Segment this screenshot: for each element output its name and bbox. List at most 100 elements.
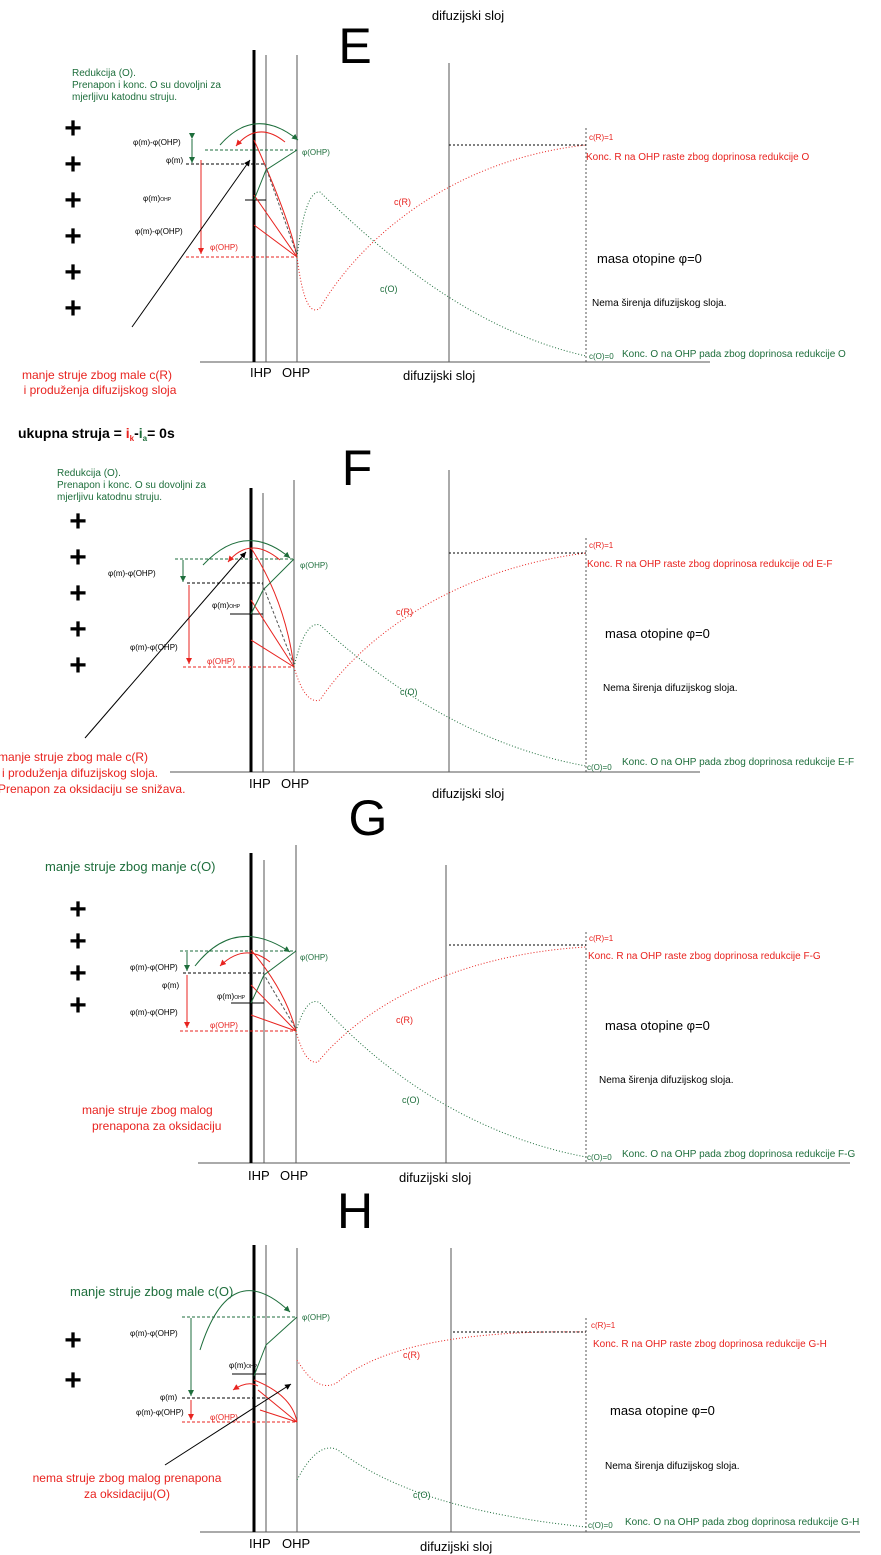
co-label: c(O) <box>402 1095 420 1105</box>
green-arc-arrow <box>199 1290 291 1351</box>
plus-charge-icon: + <box>69 893 87 926</box>
red-potential-curve <box>250 949 297 1032</box>
dashed-potential-line <box>262 972 297 1030</box>
ihp-label: IHP <box>248 1168 270 1183</box>
note-line-1: manje struje zbog male c(R) <box>0 750 148 764</box>
red-arc-arrow <box>227 547 281 563</box>
phi-m-sub-label: φ(m)OHP <box>217 992 246 1001</box>
ihp-label: IHP <box>249 1536 271 1551</box>
co-label: c(O) <box>413 1490 431 1500</box>
red-potential-curve <box>253 139 298 258</box>
reduction-line-1: Redukcija (O). <box>72 68 136 79</box>
reduction-line-3: mjerljivu katodnu struju. <box>72 92 177 103</box>
phi-ohp-green-label: φ(OHP) <box>302 148 330 157</box>
co-curve <box>296 1447 587 1528</box>
phi-ohp-red-label: φ(OHP) <box>207 657 235 666</box>
phi-ohp-red-label: φ(OHP) <box>210 243 238 252</box>
panel-h: H manje struje zbog male c(O) ++ IHP OHP… <box>33 1183 860 1554</box>
phi-m-minus-phi-ohp-red-label: φ(m)-φ(OHP) <box>130 643 178 652</box>
plus-charge-icon: + <box>64 1364 82 1397</box>
ohp-label: OHP <box>280 1168 308 1183</box>
phi-m-minus-phi-ohp-label: φ(m)-φ(OHP) <box>133 138 181 147</box>
konc-o-label: Konc. O na OHP pada zbog doprinosa reduk… <box>622 349 846 360</box>
layer-axis-label: difuzijski sloj <box>432 786 504 801</box>
plus-charge-icon: + <box>69 925 87 958</box>
no-spread-label: Nema širenja difuzijskog sloja. <box>605 1461 740 1472</box>
red-potential-lines <box>250 984 297 1032</box>
black-pointer-arrow <box>84 551 247 739</box>
reduction-line-1: Redukcija (O). <box>57 468 121 479</box>
note-line-2: za oksidaciju(O) <box>84 1487 170 1501</box>
plus-charge-icon: + <box>69 613 87 646</box>
top-title: difuzijski sloj <box>432 8 504 23</box>
plus-column: +++++ <box>69 505 87 682</box>
plus-charge-icon: + <box>69 577 87 610</box>
plus-column: ++ <box>64 1324 82 1397</box>
bulk-label: masa otopine φ=0 <box>597 251 702 266</box>
cr-label: c(R) <box>394 197 411 207</box>
green-arc-arrow <box>194 936 291 967</box>
cr-label: c(R) <box>396 1015 413 1025</box>
red-potential-curve <box>253 1379 298 1423</box>
plus-column: ++++++ <box>64 112 82 325</box>
konc-r-label: Konc. R na OHP raste zbog doprinosa redu… <box>588 951 821 962</box>
phi-m-minus-phi-ohp-red-label: φ(m)-φ(OHP) <box>136 1408 184 1417</box>
plus-charge-icon: + <box>64 1324 82 1357</box>
red-arc-arrow <box>219 952 271 967</box>
phi-m-sub-label: φ(m)OHP <box>229 1361 258 1370</box>
red-potential-lines <box>257 1389 298 1423</box>
phi-m-label: φ(m) <box>162 981 180 990</box>
co0-label: c(O)=0 <box>588 1521 613 1530</box>
panel-f: F Redukcija (O). Prenapon i konc. O su d… <box>0 440 854 801</box>
co-curve <box>295 1001 587 1158</box>
no-spread-label: Nema širenja difuzijskog sloja. <box>599 1075 734 1086</box>
cr-label: c(R) <box>403 1350 420 1360</box>
cr-curve <box>295 946 587 1063</box>
konc-o-label: Konc. O na OHP pada zbog doprinosa reduk… <box>625 1517 859 1528</box>
note-line-2: prenapona za oksidaciju <box>92 1119 221 1133</box>
no-spread-label: Nema širenja difuzijskog sloja. <box>592 298 727 309</box>
plus-charge-icon: + <box>69 957 87 990</box>
phi-m-sub-label: φ(m)OHP <box>143 194 172 203</box>
plus-charge-icon: + <box>69 989 87 1022</box>
reduction-line-3: mjerljivu katodnu struju. <box>57 492 162 503</box>
green-potential-lines <box>253 149 298 201</box>
phi-m-minus-phi-ohp-label: φ(m)-φ(OHP) <box>130 963 178 972</box>
red-arc-arrow <box>232 1383 259 1391</box>
red-potential-lines <box>253 194 298 258</box>
green-arc-arrow <box>219 123 299 146</box>
plus-charge-icon: + <box>64 184 82 217</box>
reduction-line-2: Prenapon i konc. O su dovoljni za <box>72 80 221 91</box>
bulk-label: masa otopine φ=0 <box>605 1018 710 1033</box>
ihp-label: IHP <box>250 365 272 380</box>
plus-charge-icon: + <box>69 505 87 538</box>
phi-m-minus-phi-ohp-red-label: φ(m)-φ(OHP) <box>130 1008 178 1017</box>
co-curve <box>293 624 587 767</box>
phi-m-minus-phi-ohp-label: φ(m)-φ(OHP) <box>130 1329 178 1338</box>
cr-curve <box>296 144 587 311</box>
green-arc-arrow <box>202 540 291 566</box>
phi-ohp-red-label: φ(OHP) <box>210 1413 238 1422</box>
phi-m-minus-phi-ohp-label: φ(m)-φ(OHP) <box>108 569 156 578</box>
ohp-label: OHP <box>282 1536 310 1551</box>
plus-charge-icon: + <box>64 220 82 253</box>
co-label: c(O) <box>380 284 398 294</box>
panel-letter: H <box>337 1183 373 1239</box>
panel-letter: G <box>349 790 388 846</box>
panel-e: E Redukcija (O). Prenapon i konc. O su d… <box>22 18 846 397</box>
konc-o-label: Konc. O na OHP pada zbog doprinosa reduk… <box>622 1149 855 1160</box>
plus-charge-icon: + <box>69 649 87 682</box>
phi-ohp-green-label: φ(OHP) <box>300 953 328 962</box>
phi-ohp-green-label: φ(OHP) <box>300 561 328 570</box>
konc-r-label: Konc. R na OHP raste zbog doprinosa redu… <box>593 1339 827 1350</box>
cr1-label: c(R)=1 <box>589 541 614 550</box>
ihp-label: IHP <box>249 776 271 791</box>
green-note: manje struje zbog manje c(O) <box>45 859 216 874</box>
cr1-label: c(R)=1 <box>591 1321 616 1330</box>
red-potential-curve <box>250 547 295 668</box>
cr-curve <box>296 1331 587 1386</box>
ohp-label: OHP <box>282 365 310 380</box>
phi-m-minus-phi-ohp-red-label: φ(m)-φ(OHP) <box>135 227 183 236</box>
green-potential-lines <box>250 558 295 615</box>
black-pointer-arrow <box>131 159 251 328</box>
